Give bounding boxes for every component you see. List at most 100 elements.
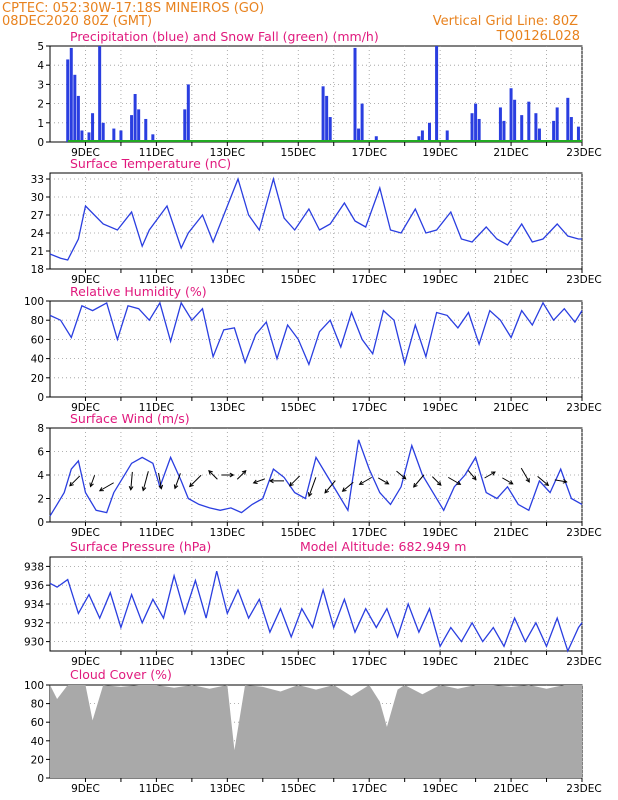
x-tick-label: 9DEC — [71, 274, 100, 286]
y-tick-label: 60 — [31, 717, 44, 729]
wind-arrow-head — [413, 482, 418, 488]
x-tick-label: 13DEC — [210, 656, 245, 668]
wind-arrow-head — [401, 474, 407, 480]
wind-arrow-head — [89, 482, 94, 488]
wind-arrow-shaft — [130, 471, 133, 490]
wind-arrow-head — [562, 479, 568, 484]
x-tick-label: 23DEC — [566, 274, 601, 286]
panels: Precipitation (blue) and Snow Fall (gree… — [24, 29, 602, 795]
y-tick-label: 4 — [37, 60, 44, 72]
wind-arrow — [537, 475, 550, 487]
x-tick-label: 23DEC — [566, 656, 601, 668]
precip-bar — [98, 46, 102, 142]
wind-arrow-head — [289, 481, 294, 487]
precip-bar — [144, 118, 148, 142]
y-tick-label: 80 — [31, 315, 44, 327]
y-tick-label: 934 — [24, 599, 44, 611]
y-tick-label: 2 — [37, 99, 44, 111]
wind-arrow-shaft — [308, 477, 317, 497]
precip-bar — [69, 47, 73, 142]
wind-arrow-shaft — [208, 470, 218, 480]
panel-title: Surface Pressure (hPa) — [70, 539, 211, 554]
wind-arrow-shaft — [413, 474, 425, 488]
y-tick-label: 0 — [37, 773, 44, 785]
x-tick-label: 15DEC — [281, 656, 316, 668]
wind-arrow-shaft — [69, 475, 81, 487]
panel-title: Surface Temperature (nC) — [70, 156, 231, 171]
precip-bar — [87, 132, 91, 142]
precip-bar — [435, 46, 439, 142]
wind-arrow — [158, 472, 164, 490]
wind-arrow-shaft — [520, 467, 530, 483]
x-tick-label: 21DEC — [493, 656, 528, 668]
x-tick-label: 9DEC — [71, 402, 100, 414]
precip-bar — [537, 128, 541, 142]
precip-bar — [101, 122, 105, 142]
wind-arrow — [98, 482, 114, 492]
precip-bar — [520, 115, 524, 142]
wind-arrow-shaft — [324, 480, 336, 494]
wind-arrow — [221, 472, 235, 478]
x-tick-label: 11DEC — [139, 274, 174, 286]
wind-arrow-head — [358, 480, 364, 485]
wind-arrow-shaft — [359, 476, 372, 485]
y-tick-label: 2 — [37, 494, 44, 506]
panel-2: Relative Humidity (%) 9DEC 11DEC 13DEC 15DEC… — [24, 284, 602, 414]
y-tick-label: 5 — [37, 41, 44, 53]
precip-bar — [183, 109, 187, 142]
precip-bar — [91, 113, 95, 142]
precip-bar — [569, 117, 573, 142]
x-tick-label: 9DEC — [71, 656, 100, 668]
precip-bar — [474, 103, 478, 142]
precip-bar — [112, 128, 116, 142]
precip-bar — [137, 109, 141, 142]
y-tick-label: 40 — [31, 736, 44, 748]
x-tick-label: 17DEC — [351, 274, 386, 286]
x-tick-label: 17DEC — [351, 147, 386, 159]
wind-arrow-head — [241, 470, 247, 475]
wind-arrow-head — [307, 492, 313, 498]
panel-0: Precipitation (blue) and Snow Fall (gree… — [37, 29, 601, 159]
wind-arrow — [173, 473, 181, 490]
y-tick-label: 0 — [37, 137, 44, 149]
x-tick-label: 9DEC — [71, 527, 100, 539]
x-tick-label: 9DEC — [71, 147, 100, 159]
panel-5: Cloud Cover (%) 9DEC 11DEC 13DEC 15DEC 17DEC 1… — [24, 667, 602, 795]
precip-bar — [509, 88, 513, 142]
wind-arrow-shaft — [537, 475, 549, 486]
wind-arrow-head — [158, 484, 164, 490]
wind-arrow — [128, 471, 134, 491]
wind-arrow-head — [208, 470, 213, 475]
header-run-time: 08DEC2020 80Z (GMT) — [2, 14, 152, 29]
precip-bar — [73, 74, 77, 142]
wind-arrow — [89, 475, 96, 488]
precip-bar — [445, 130, 449, 142]
panel-title: Relative Humidity (%) — [70, 284, 207, 299]
x-tick-label: 11DEC — [139, 656, 174, 668]
header-grid-note: Vertical Grid Line: 80Z — [433, 14, 578, 29]
y-tick-label: 0 — [37, 392, 44, 404]
wind-arrow-head — [128, 485, 134, 491]
y-tick-label: 1 — [37, 118, 44, 130]
panel-4: Surface Pressure (hPa) Model Altitude: 68… — [24, 539, 602, 668]
wind-arrow — [69, 475, 81, 487]
precip-bar — [477, 118, 481, 142]
wind-arrow-shaft — [377, 477, 389, 485]
wind-arrow-shaft — [90, 475, 96, 487]
y-tick-label: 20 — [31, 754, 44, 766]
panel-title: Cloud Cover (%) — [70, 667, 172, 682]
x-tick-label: 13DEC — [210, 147, 245, 159]
precip-bar — [357, 128, 361, 142]
relative-humidity-line — [49, 301, 583, 367]
x-tick-label: 19DEC — [422, 783, 457, 795]
precip-bar — [133, 94, 137, 142]
precip-bar — [76, 95, 80, 142]
y-tick-label: 8 — [37, 423, 44, 435]
wind-arrow-head — [324, 488, 329, 494]
header-location: CPTEC: 052:30W-17:18S MINEIROS (GO) — [2, 1, 264, 16]
x-tick-label: 21DEC — [493, 147, 528, 159]
x-tick-label: 23DEC — [566, 527, 601, 539]
x-tick-label: 11DEC — [139, 783, 174, 795]
cloud-cover-area — [50, 685, 582, 778]
